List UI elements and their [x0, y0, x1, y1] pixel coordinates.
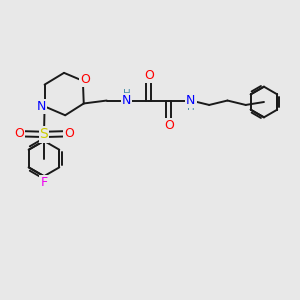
Text: O: O: [14, 127, 24, 140]
Text: O: O: [64, 127, 74, 140]
Text: O: O: [164, 119, 174, 132]
Text: O: O: [144, 69, 154, 82]
Text: H: H: [187, 102, 195, 112]
Text: F: F: [40, 176, 48, 189]
Text: N: N: [122, 94, 131, 107]
Text: O: O: [80, 73, 90, 86]
Text: N: N: [36, 100, 46, 113]
Text: N: N: [186, 94, 196, 107]
Text: S: S: [40, 128, 48, 141]
Text: H: H: [123, 89, 130, 99]
